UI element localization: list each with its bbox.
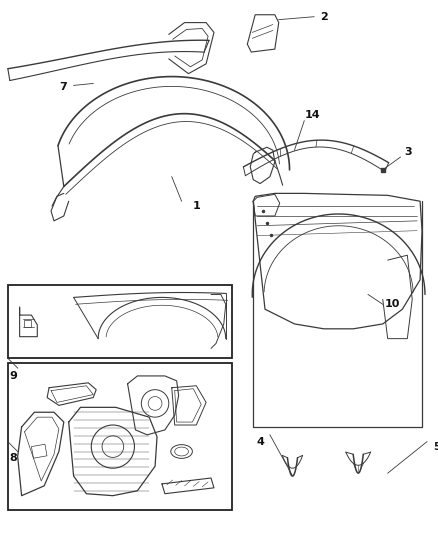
Text: 8: 8 bbox=[10, 454, 18, 463]
Text: 5: 5 bbox=[433, 442, 438, 451]
Bar bbox=[24, 320, 32, 327]
Text: 2: 2 bbox=[320, 12, 328, 22]
Text: 3: 3 bbox=[404, 147, 412, 157]
Bar bbox=[8, 363, 232, 511]
Text: 7: 7 bbox=[59, 83, 67, 92]
Bar bbox=[32, 444, 47, 458]
Text: 14: 14 bbox=[304, 110, 320, 120]
Bar bbox=[8, 285, 232, 358]
Text: 9: 9 bbox=[10, 371, 18, 381]
Text: 1: 1 bbox=[192, 201, 200, 211]
Text: 10: 10 bbox=[385, 300, 400, 309]
Text: 4: 4 bbox=[256, 437, 264, 447]
